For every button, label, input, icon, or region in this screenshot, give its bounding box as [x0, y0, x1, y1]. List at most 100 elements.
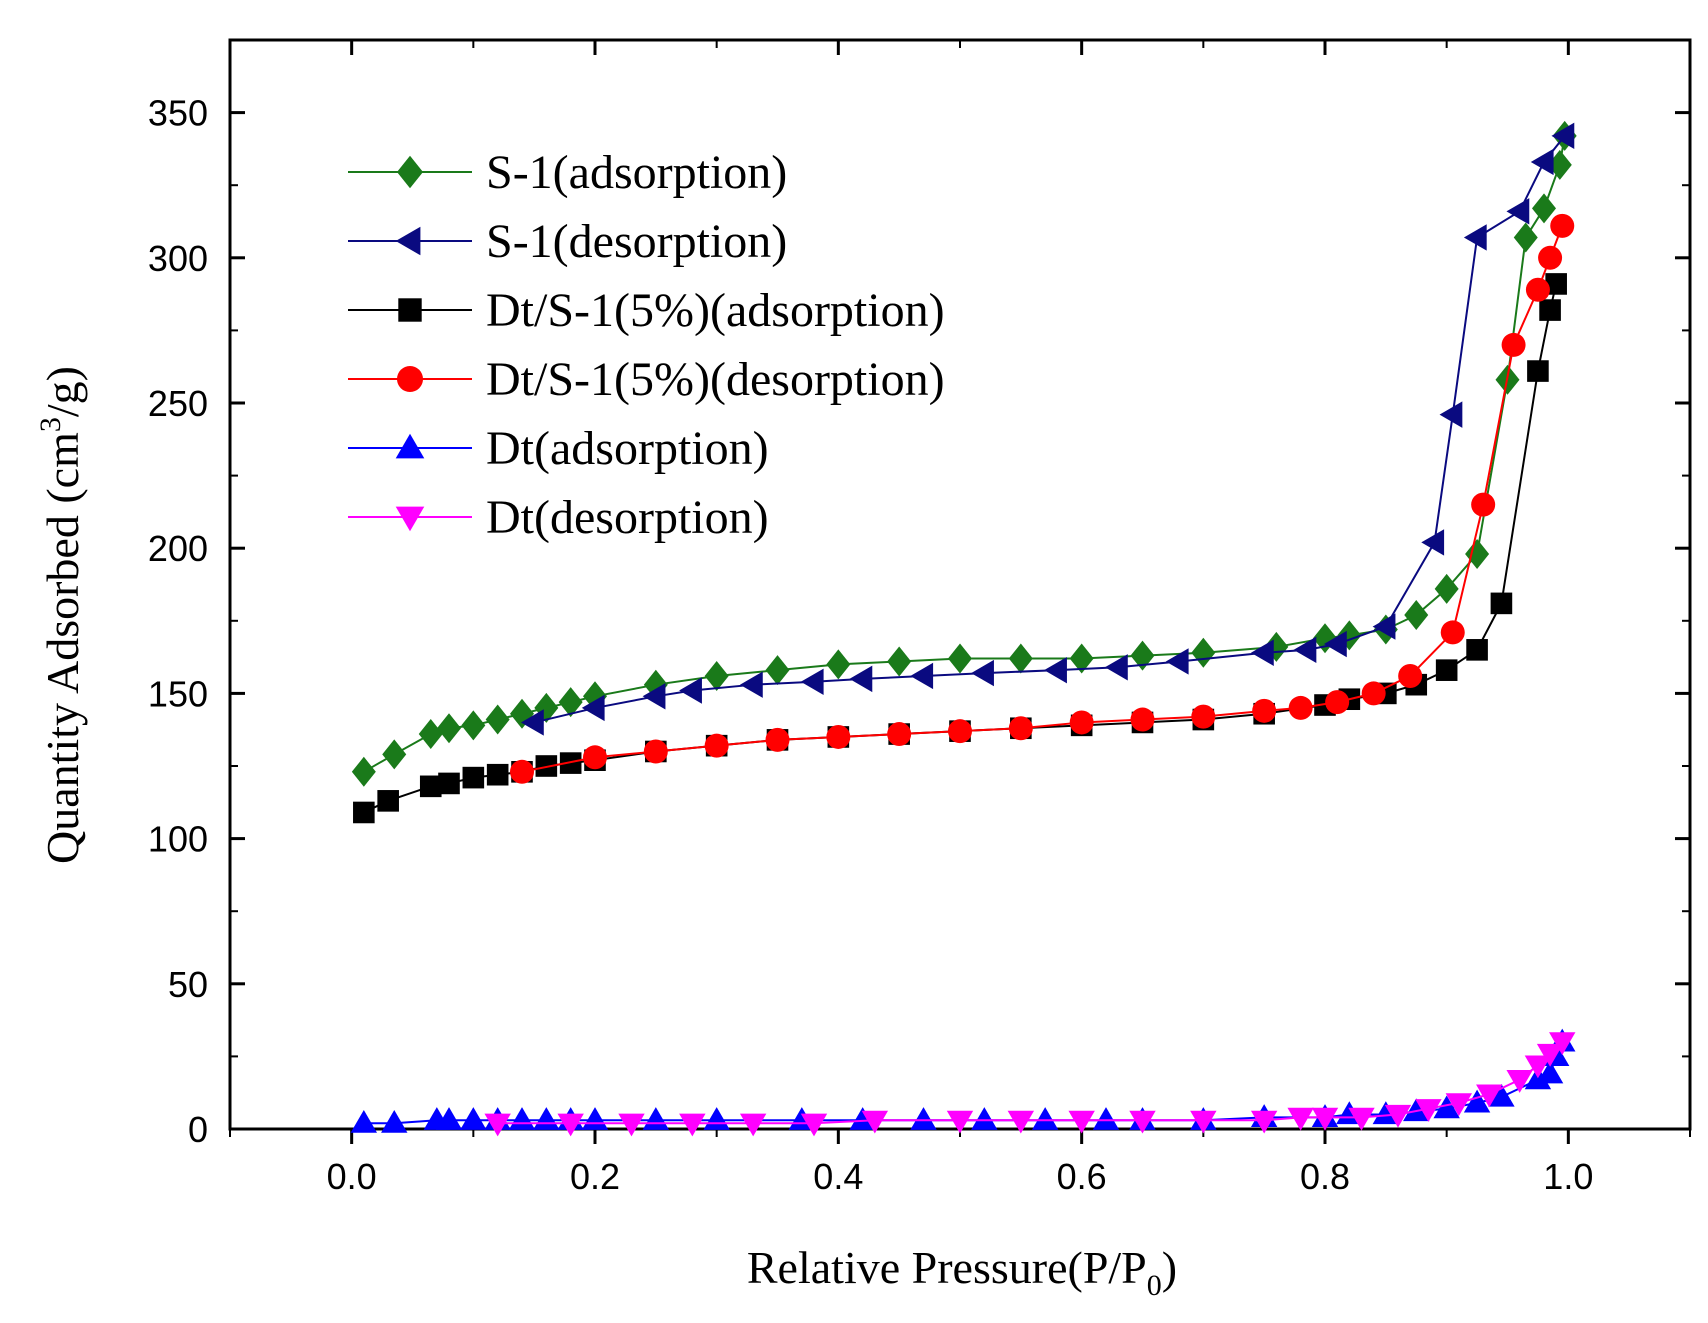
y-tick-label: 0	[188, 1109, 208, 1150]
x-tick-label: 0.8	[1300, 1156, 1350, 1197]
data-point	[520, 709, 544, 736]
data-point	[1404, 599, 1429, 630]
data-point	[765, 727, 790, 752]
data-point	[948, 643, 972, 674]
data-point	[353, 801, 375, 824]
x-tick-label: 0.4	[813, 1156, 863, 1197]
legend-marker	[395, 506, 425, 532]
data-point	[765, 655, 790, 686]
data-point	[1415, 1099, 1442, 1122]
data-point	[1536, 1043, 1564, 1067]
series-2	[353, 273, 1567, 824]
data-point	[1466, 639, 1488, 661]
data-point	[381, 1109, 408, 1133]
data-point	[1031, 1107, 1059, 1130]
data-point	[1506, 1070, 1533, 1093]
data-point	[351, 756, 376, 787]
data-point	[1539, 299, 1561, 321]
data-point	[1532, 193, 1556, 224]
legend-label: S-1(desorption)	[486, 215, 787, 268]
data-point	[826, 724, 851, 749]
data-point	[1524, 1055, 1552, 1079]
data-point	[1525, 277, 1550, 302]
data-point	[826, 649, 851, 680]
data-point	[1433, 1095, 1460, 1119]
data-point	[1092, 1107, 1120, 1130]
data-point	[1165, 648, 1189, 675]
data-point	[643, 739, 668, 764]
data-point	[1513, 222, 1538, 253]
data-point	[1068, 1110, 1095, 1134]
legend-label: S-1(adsorption)	[486, 146, 787, 199]
data-point	[704, 733, 729, 758]
y-tick-label: 100	[148, 819, 208, 860]
legend-entry: Dt/S-1(5%)(desorption)	[348, 353, 945, 406]
data-point	[581, 1107, 609, 1130]
x-tick-label: 1.0	[1543, 1156, 1593, 1197]
data-point	[1490, 592, 1513, 615]
data-point	[438, 772, 460, 795]
y-tick-label: 200	[148, 528, 208, 569]
data-point	[1361, 681, 1386, 706]
series-1	[520, 122, 1575, 736]
data-point	[1545, 273, 1567, 295]
data-point	[1435, 659, 1458, 681]
data-point	[1372, 1101, 1400, 1125]
data-point	[1250, 639, 1274, 666]
data-point	[1288, 695, 1313, 720]
data-point	[1008, 643, 1033, 674]
legend-marker	[397, 155, 423, 189]
legend-label: Dt/S-1(5%)(adsorption)	[486, 284, 945, 337]
legend-marker	[397, 366, 423, 392]
data-point	[1551, 122, 1575, 150]
legend-entry: S-1(desorption)	[348, 215, 787, 268]
data-point	[910, 1107, 937, 1130]
data-point	[1252, 698, 1277, 723]
data-point	[484, 1113, 511, 1137]
x-tick-label: 0.2	[570, 1156, 620, 1197]
data-point	[486, 763, 509, 786]
x-axis-title: Relative Pressure(P/P0)	[747, 1242, 1177, 1302]
legend-marker	[395, 226, 421, 256]
data-point	[618, 1113, 645, 1137]
data-point	[1191, 637, 1216, 668]
data-point	[437, 713, 461, 744]
legend-entry: Dt/S-1(5%)(adsorption)	[348, 284, 945, 337]
data-point	[1372, 613, 1396, 640]
data-point	[1506, 198, 1530, 225]
data-point	[1069, 710, 1094, 735]
data-point	[704, 660, 729, 691]
y-tick-label: 50	[168, 964, 208, 1005]
y-tick-label: 250	[148, 383, 208, 424]
legend-label: Dt/S-1(5%)(desorption)	[486, 353, 945, 406]
data-point	[377, 790, 399, 812]
data-point	[462, 766, 485, 789]
legend-marker	[395, 433, 425, 459]
data-point	[435, 1107, 463, 1130]
data-point	[1549, 1032, 1576, 1056]
data-point	[1104, 654, 1128, 681]
data-point	[1471, 492, 1496, 517]
data-point	[1550, 213, 1575, 238]
data-point	[350, 1109, 378, 1133]
axes: 0 50 100 150 200 250 300 350 0.0 0.2 0.4 0.6 0.8 1.0	[148, 38, 1692, 1197]
y-tick-label: 300	[148, 238, 208, 279]
series-line	[533, 135, 1566, 724]
data-point	[861, 1110, 889, 1134]
y-tick-label: 350	[148, 93, 208, 134]
data-point	[461, 710, 486, 741]
data-point	[1044, 656, 1067, 684]
data-point	[558, 687, 583, 718]
data-point	[849, 1107, 876, 1130]
series-3	[510, 213, 1575, 784]
data-point	[739, 671, 763, 698]
legend-entry: Dt(desorption)	[348, 491, 769, 544]
legend-entry: S-1(adsorption)	[348, 146, 787, 199]
data-point	[1463, 1089, 1491, 1113]
x-tick-label: 0.0	[327, 1156, 377, 1197]
data-point	[948, 719, 972, 744]
data-point	[887, 646, 912, 677]
data-point	[1439, 401, 1463, 428]
data-point	[739, 1113, 767, 1137]
data-point	[557, 1113, 584, 1137]
